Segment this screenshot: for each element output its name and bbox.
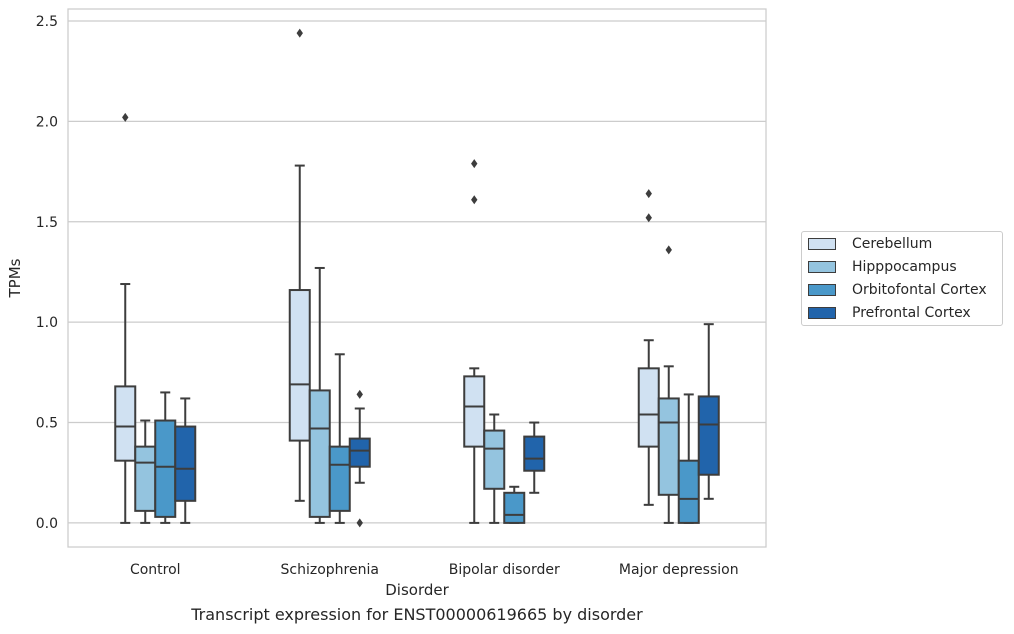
legend-swatch bbox=[808, 307, 836, 319]
x-tick-label: Control bbox=[130, 562, 181, 578]
outlier-point bbox=[645, 213, 652, 223]
y-tick-label: 2.5 bbox=[36, 14, 58, 30]
y-tick-label: 2.0 bbox=[36, 114, 58, 130]
box-orbitofontal-cortex bbox=[503, 485, 526, 524]
y-tick-label: 0.5 bbox=[36, 416, 58, 432]
y-tick-label: 0.0 bbox=[36, 516, 58, 532]
y-axis-title: TPMs bbox=[6, 258, 24, 298]
legend-item: Hipppocampus bbox=[808, 257, 957, 277]
box-iqr bbox=[483, 429, 506, 490]
box-orbitofontal-cortex bbox=[328, 353, 351, 524]
legend-swatch bbox=[808, 284, 836, 296]
y-tick-labels: 0.0 0.5 1.0 1.5 2.0 2.5 bbox=[36, 14, 58, 532]
box-iqr bbox=[677, 459, 700, 524]
box-hipppocampus bbox=[483, 413, 506, 524]
box-prefrontal-cortex bbox=[697, 323, 720, 500]
outlier-point bbox=[122, 112, 129, 122]
box-cerebellum bbox=[114, 112, 137, 524]
outlier-point bbox=[665, 245, 672, 255]
legend-item: Prefrontal Cortex bbox=[808, 303, 971, 323]
box-iqr bbox=[288, 289, 311, 442]
box-iqr bbox=[523, 435, 546, 472]
outlier-point bbox=[471, 159, 478, 169]
x-tick-labels: Control Schizophrenia Bipolar disorder Majo… bbox=[130, 562, 739, 578]
y-tick-label: 1.0 bbox=[36, 315, 58, 331]
box-prefrontal-cortex bbox=[523, 421, 546, 494]
legend-swatch bbox=[808, 261, 836, 273]
legend-item: Orbitofontal Cortex bbox=[808, 280, 987, 300]
box-cerebellum bbox=[463, 159, 486, 524]
outlier-point bbox=[645, 189, 652, 199]
box-iqr bbox=[348, 437, 371, 468]
box-iqr bbox=[174, 425, 197, 502]
x-axis-title: Disorder bbox=[385, 581, 449, 599]
outlier-point bbox=[471, 195, 478, 205]
box-groups bbox=[114, 28, 720, 528]
box-cerebellum bbox=[288, 28, 311, 502]
box-prefrontal-cortex bbox=[348, 389, 371, 528]
box-iqr bbox=[637, 367, 660, 448]
box-iqr bbox=[308, 389, 331, 518]
legend-label: Cerebellum bbox=[852, 236, 933, 252]
legend-label: Hipppocampus bbox=[852, 259, 957, 275]
box-iqr bbox=[697, 395, 720, 476]
chart-caption: Transcript expression for ENST0000061966… bbox=[191, 605, 643, 624]
box-iqr bbox=[114, 385, 137, 462]
x-tick-label: Major depression bbox=[619, 562, 739, 578]
box-hipppocampus bbox=[308, 266, 331, 524]
box-orbitofontal-cortex bbox=[677, 393, 700, 524]
box-iqr bbox=[503, 491, 526, 524]
box-iqr bbox=[134, 445, 157, 512]
outlier-point bbox=[356, 518, 363, 528]
x-tick-label: Bipolar disorder bbox=[449, 562, 560, 578]
legend-swatch bbox=[808, 238, 836, 250]
legend-label: Orbitofontal Cortex bbox=[852, 282, 987, 298]
box-prefrontal-cortex bbox=[174, 397, 197, 524]
legend-item: Cerebellum bbox=[808, 234, 932, 254]
x-tick-label: Schizophrenia bbox=[281, 562, 379, 578]
y-tick-label: 1.5 bbox=[36, 215, 58, 231]
legend: Cerebellum Hipppocampus Orbitofontal Corte… bbox=[801, 231, 1003, 326]
box-hipppocampus bbox=[657, 245, 680, 524]
legend-label: Prefrontal Cortex bbox=[852, 305, 971, 321]
outlier-point bbox=[296, 28, 303, 38]
box-iqr bbox=[463, 375, 486, 448]
box-iqr bbox=[154, 419, 177, 518]
box-iqr bbox=[328, 445, 351, 512]
box-iqr bbox=[657, 397, 680, 496]
outlier-point bbox=[356, 389, 363, 399]
